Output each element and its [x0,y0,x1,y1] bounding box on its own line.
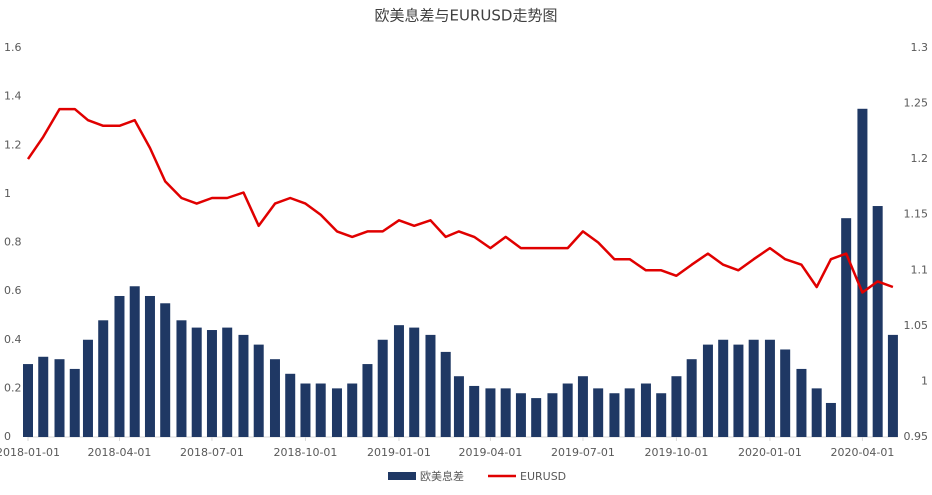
bar [453,376,464,437]
bar [887,334,898,437]
y-tick-label: 1.2 [4,138,22,151]
bar [656,393,667,437]
bar [857,108,868,437]
x-tick-label: 2020-01-01 [738,446,802,459]
bar [54,359,65,437]
bar [469,385,480,437]
y-tick-label: 0.2 [4,381,22,394]
y2-tick-label: 1.2 [911,152,929,165]
bar [315,383,326,437]
y-tick-label: 1.6 [4,41,22,54]
bar [82,339,93,437]
bar [176,320,187,437]
bar [238,334,249,437]
bar [206,330,217,437]
bar [23,364,33,437]
bar [780,349,791,437]
bar [640,383,651,437]
y2-tick-label: 0.95 [904,430,929,443]
bar [98,320,109,437]
y2-tick-label: 1.05 [904,319,929,332]
bar [300,383,311,437]
bar [500,388,511,437]
bar [144,295,155,437]
bar [129,286,140,437]
bar [702,344,713,437]
bar [253,344,264,437]
x-tick-label: 2018-01-01 [0,446,60,459]
bar [69,368,80,437]
bar [362,364,373,437]
legend-swatch [388,472,416,480]
y-tick-label: 0 [4,430,11,443]
bar [872,206,883,437]
bar [547,393,558,437]
bar [425,334,436,437]
bar [811,388,822,437]
x-tick-label: 2019-07-01 [551,446,615,459]
bar [393,325,404,437]
bar [114,295,125,437]
y-tick-label: 0.8 [4,236,22,249]
bar [409,327,420,437]
y-tick-label: 0.4 [4,333,22,346]
y-tick-label: 1 [4,187,11,200]
x-tick-label: 2018-04-01 [88,446,152,459]
bar [440,351,451,437]
bar [331,388,342,437]
bar [191,327,202,437]
bar [515,393,526,437]
bar [748,339,759,437]
bar [796,368,807,437]
bar [160,303,171,437]
bar [269,359,280,437]
bar [531,398,542,437]
x-tick-label: 2018-10-01 [273,446,337,459]
bar [609,393,620,437]
legend-label: EURUSD [520,470,566,483]
bar [38,356,49,437]
bar [764,339,775,437]
line [26,107,894,294]
bar [485,388,496,437]
bar [562,383,573,437]
bar [733,344,744,437]
x-tick-label: 2019-01-01 [367,446,431,459]
legend-label: 欧美息差 [420,469,464,483]
x-tick-label: 2020-04-01 [830,446,894,459]
bar [686,359,697,437]
y2-tick-label: 1.1 [911,263,929,276]
y2-tick-label: 1.25 [904,97,929,110]
bar [718,339,729,437]
bar [671,376,682,437]
bar [285,373,296,437]
bar [347,383,358,437]
y2-tick-label: 1.3 [911,41,929,54]
y-tick-label: 0.6 [4,284,22,297]
bar [593,388,604,437]
chart-title: 欧美息差与EURUSD走势图 [375,7,558,25]
x-tick-label: 2019-04-01 [458,446,522,459]
bar [577,376,588,437]
x-tick-label: 2019-10-01 [644,446,708,459]
bar [841,218,852,437]
x-tick-label: 2018-07-01 [180,446,244,459]
y-tick-label: 1.4 [4,90,22,103]
bar [825,402,836,437]
bar [624,388,635,437]
bar [377,339,388,437]
y2-tick-label: 1.15 [904,208,929,221]
y2-tick-label: 1 [921,374,928,387]
bar [222,327,233,437]
